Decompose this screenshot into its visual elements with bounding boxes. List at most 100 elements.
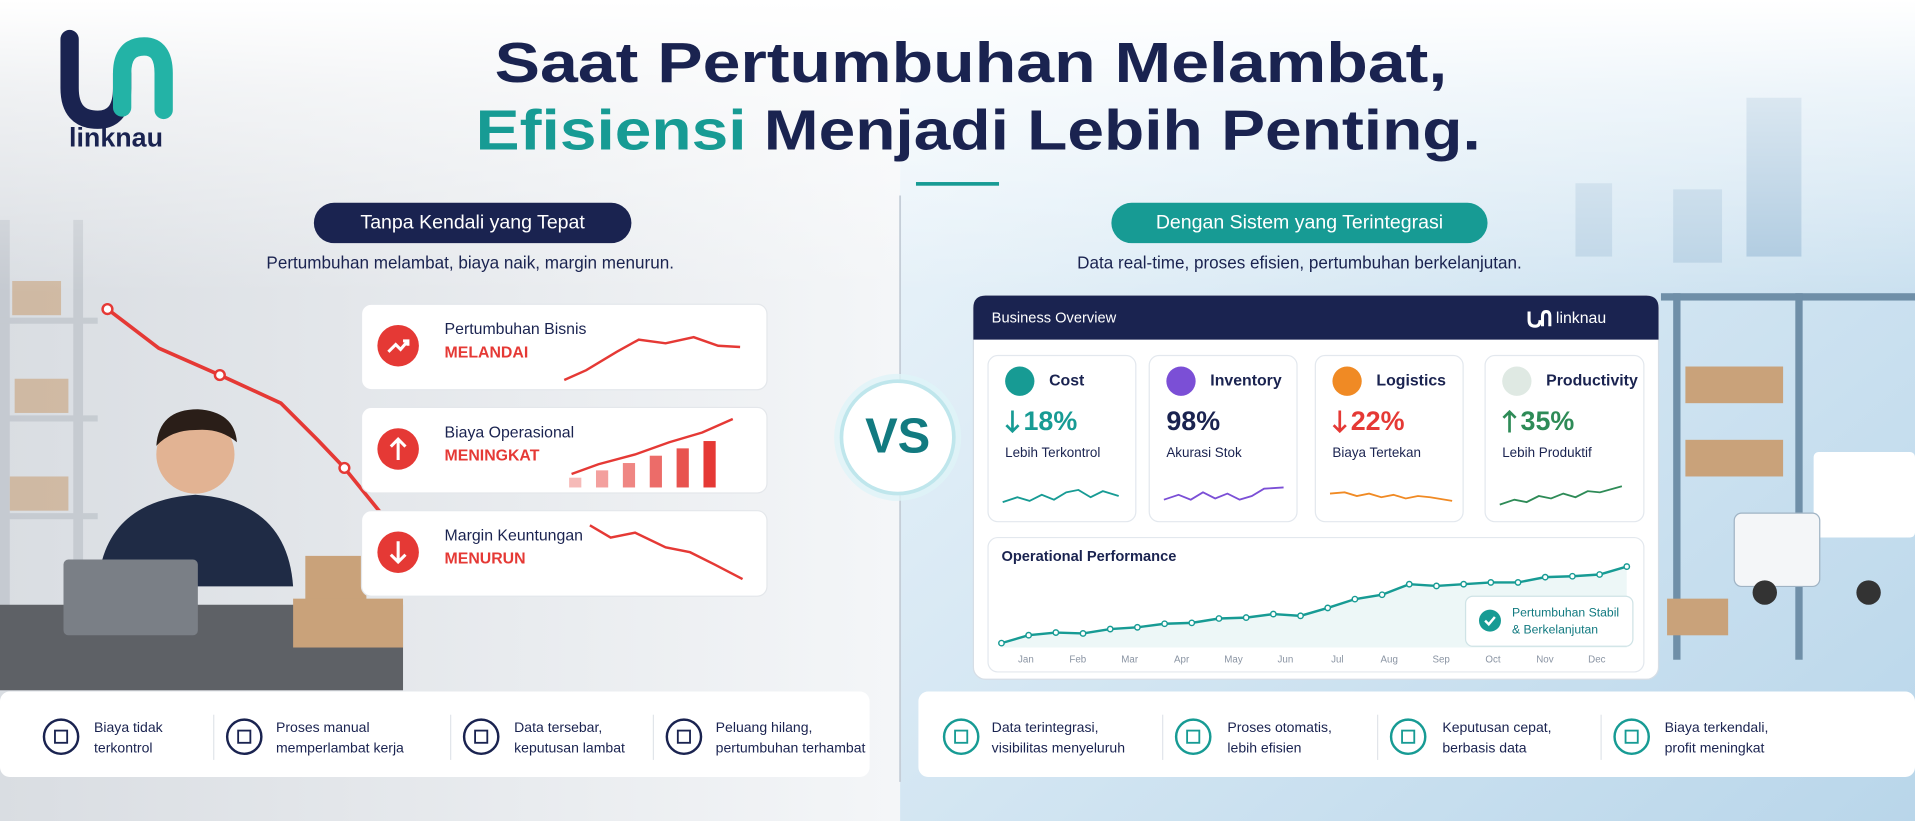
performance-point (1215, 615, 1223, 622)
kpi-card (1314, 354, 1464, 523)
month-label: Feb (1069, 654, 1086, 665)
callout-line: Pertumbuhan Stabil (1512, 606, 1619, 620)
footer-icon-detail (54, 729, 69, 744)
callout-check (1478, 609, 1501, 632)
title-highlight: Efisiensi (476, 98, 747, 161)
mini-trend (589, 524, 744, 581)
month-label: Sep (1432, 654, 1450, 665)
kpi-value: 35% (1521, 406, 1575, 436)
performance-point (1133, 623, 1141, 631)
performance-point (1106, 625, 1114, 633)
mini-bar (703, 441, 716, 488)
performance-point (1596, 571, 1604, 578)
mini-bar (649, 455, 662, 488)
left-footer (0, 691, 870, 778)
left-badge (313, 202, 632, 244)
card-icon-arrow (387, 339, 410, 353)
kpi-description: Akurasi Stok (1166, 445, 1242, 460)
kpi-description: Lebih Produktif (1502, 445, 1592, 460)
kpi-icon (1005, 366, 1035, 396)
mini-bar (595, 470, 609, 488)
performance-point (1297, 612, 1304, 620)
performance-point (998, 639, 1005, 647)
check-mark (1484, 616, 1496, 627)
footer-text: pertumbuhan terhambat (716, 740, 866, 756)
footer-text: Biaya terkendali, (1665, 719, 1769, 735)
kpi-cards: Cost 18% Lebih Terkontrol Inventory 98% Akura… (987, 354, 1645, 523)
title-rest: Menjadi Lebih Penting. (764, 98, 1481, 161)
callout-line: & Berkelanjutan (1512, 623, 1598, 637)
kpi-icon (1332, 366, 1362, 396)
performance-point (1405, 580, 1413, 588)
kpi-description: Biaya Tertekan (1332, 445, 1421, 460)
month-label: May (1224, 654, 1243, 665)
footer-icon-detail (1401, 729, 1416, 744)
warehouse-left (0, 219, 98, 685)
performance-point (1433, 582, 1440, 590)
footer-icon (1174, 718, 1212, 756)
kpi-sparkline (1002, 488, 1119, 503)
footer-text: terkontrol (94, 740, 152, 756)
performance-point (1568, 572, 1576, 580)
right-badge-text: Dengan Sistem yang Terintegrasi (1156, 212, 1443, 234)
mini-trend (563, 335, 741, 382)
footer-icon (42, 718, 80, 756)
footer-text: Biaya tidak (94, 719, 164, 735)
footer-text: Peluang hilang, (716, 719, 813, 735)
footer-icon (942, 718, 980, 756)
performance-point (1487, 579, 1495, 586)
footer-icon (462, 718, 500, 756)
kpi-card (1484, 354, 1645, 523)
kpi-trend-arrow (1332, 410, 1347, 434)
kpi-value: 22% (1351, 406, 1405, 436)
footer-text: Proses otomatis, (1227, 719, 1331, 735)
kpi-description: Lebih Terkontrol (1005, 445, 1100, 460)
dashboard-header (973, 295, 1659, 340)
dashboard-brand: linknau (1556, 310, 1606, 327)
mini-bar (676, 448, 689, 488)
kpi-label: Inventory (1210, 372, 1282, 389)
card (360, 510, 768, 597)
mini-bar (569, 477, 582, 488)
performance-point (1351, 595, 1359, 603)
card-status: MELANDAI (445, 344, 529, 361)
performance-point (1242, 614, 1250, 622)
kpi-trend-arrow (1502, 409, 1517, 433)
footer-text: lebih efisien (1227, 740, 1301, 756)
month-label: Aug (1381, 654, 1398, 665)
right-subtitle: Data real-time, proses efisien, pertumbu… (1077, 253, 1522, 272)
mini-trend (571, 417, 734, 476)
right-footer (918, 691, 1915, 778)
performance-point (1079, 630, 1087, 637)
performance-point (1269, 610, 1277, 618)
footer-icon (1613, 718, 1650, 756)
footer-icon-detail (954, 729, 969, 744)
performance-point (1188, 619, 1196, 627)
footer-items: Biaya tidak terkontrol Proses manual memper… (42, 714, 1769, 760)
footer-text: berbasis data (1442, 740, 1526, 756)
footer-icon-detail (1624, 729, 1639, 744)
title-underline (915, 182, 1000, 186)
footer-icon-detail (474, 729, 489, 744)
title-line2: Efisiensi Menjadi Lebih Penting. (476, 98, 1481, 161)
card (360, 303, 768, 391)
kpi-sparkline (1499, 485, 1623, 506)
kpi-icon (1502, 366, 1532, 396)
footer-text: profit meningkat (1665, 740, 1765, 756)
footer-icon-detail (237, 729, 252, 744)
performance-line (1001, 565, 1628, 645)
left-badge-text: Tanpa Kendali yang Tepat (360, 212, 585, 234)
month-label: Jan (1018, 654, 1034, 665)
footer-text: Data tersebar, (514, 719, 602, 735)
month-label: Apr (1174, 654, 1190, 665)
performance-point (1460, 580, 1468, 588)
right-badge (1111, 202, 1488, 244)
footer-text: Proses manual (276, 719, 370, 735)
card-title: Biaya Operasional (445, 424, 575, 441)
performance-point (1161, 620, 1169, 628)
footer-text: memperlambat kerja (276, 740, 404, 756)
footer-text: keputusan lambat (514, 740, 625, 756)
performance-point (1541, 573, 1549, 581)
